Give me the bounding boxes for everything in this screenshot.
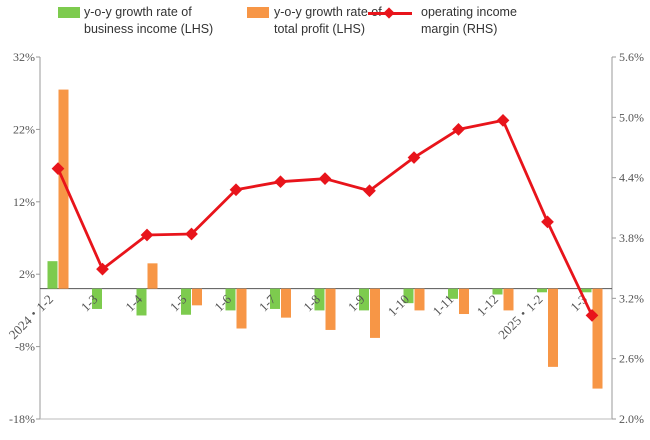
margin-point (541, 215, 554, 229)
right-tick-label: 2.6% (619, 352, 644, 366)
bar-business-income (47, 261, 58, 289)
margin-point (274, 175, 287, 189)
x-tick-label: 2024・1-2 (6, 292, 56, 342)
margin-line-path (56, 118, 594, 317)
margin-point (452, 123, 465, 136)
bar-total-profit (370, 288, 380, 338)
legend-label-business-income-2: business income (LHS) (84, 22, 214, 36)
bar-total-profit (414, 288, 425, 311)
margin-point (51, 162, 65, 175)
left-tick-label: 12% (13, 195, 35, 209)
right-tick-label: 5.6% (619, 50, 644, 64)
bar-business-income (537, 288, 547, 293)
bar-business-income (448, 288, 458, 299)
right-tick-label: 3.8% (619, 231, 644, 245)
bar-total-profit (236, 288, 247, 329)
bars (47, 89, 603, 389)
left-tick-label: 2% (19, 267, 35, 281)
bar-total-profit (592, 288, 603, 389)
legend-item-business-income: y-o-y growth rate of business income (LH… (84, 4, 213, 38)
margin-point (140, 228, 154, 242)
bar-business-income (314, 288, 325, 311)
bar-total-profit (192, 288, 202, 306)
bar-business-income (92, 288, 102, 309)
margin-line (51, 113, 599, 322)
plot-frame (39, 57, 613, 420)
x-axis-labels: 2024・1-2 1-3 1-4 1-5 1-6 1-7 1-8 1-9 1-10 1-11 1-1… (6, 291, 590, 342)
legend-label-total-profit-2: total profit (LHS) (274, 22, 366, 36)
bar-total-profit (548, 288, 558, 367)
bar-business-income (270, 288, 280, 309)
margin-point (229, 183, 243, 197)
legend-label-total-profit-1: y-o-y growth rate of (274, 5, 382, 19)
right-tick-label: 4.4% (619, 171, 644, 185)
bar-business-income (581, 288, 592, 293)
left-axis: 32% 22% 12% 2% -8% -18% (9, 50, 40, 426)
legend-swatch-business-income (58, 7, 80, 18)
bar-total-profit (503, 288, 514, 311)
left-tick-label: 32% (13, 50, 35, 64)
legend-label-margin-1: operating income (421, 5, 517, 19)
bar-business-income (359, 288, 369, 311)
margin-point (185, 227, 198, 241)
left-tick-label: -8% (15, 340, 35, 354)
bar-business-income (403, 288, 414, 304)
margin-point (496, 113, 510, 127)
bar-business-income (181, 288, 191, 315)
legend-item-margin: operating income margin (RHS) (421, 4, 517, 38)
legend-label-business-income-1: y-o-y growth rate of (84, 5, 192, 19)
right-tick-label: 3.2% (619, 291, 644, 305)
bar-total-profit (459, 288, 469, 315)
right-tick-label: 5.0% (619, 110, 644, 124)
margin-point (363, 184, 376, 198)
right-axis: 5.6% 5.0% 4.4% 3.8% 3.2% 2.6% 2.0% (612, 50, 644, 426)
legend-swatch-total-profit (247, 7, 269, 18)
margin-point (407, 151, 421, 164)
legend-label-margin-2: margin (RHS) (421, 22, 498, 36)
bar-total-profit (58, 89, 69, 289)
x-tick-label: 2025・1-2 (495, 292, 545, 342)
left-tick-label: 22% (13, 122, 35, 136)
right-tick-label: 2.0% (619, 412, 644, 426)
bar-total-profit (325, 288, 336, 330)
bar-business-income (492, 288, 503, 295)
x-tick-label: 1-12 (474, 292, 501, 319)
legend-swatch-margin (368, 6, 412, 19)
bar-business-income (225, 288, 236, 311)
bar-total-profit (147, 263, 158, 289)
bar-business-income (136, 288, 147, 316)
margin-point (318, 172, 332, 186)
bar-total-profit (281, 288, 291, 318)
left-tick-label: -18% (9, 412, 35, 426)
legend-item-total-profit: y-o-y growth rate of total profit (LHS) (274, 4, 382, 38)
margin-point (96, 262, 109, 276)
